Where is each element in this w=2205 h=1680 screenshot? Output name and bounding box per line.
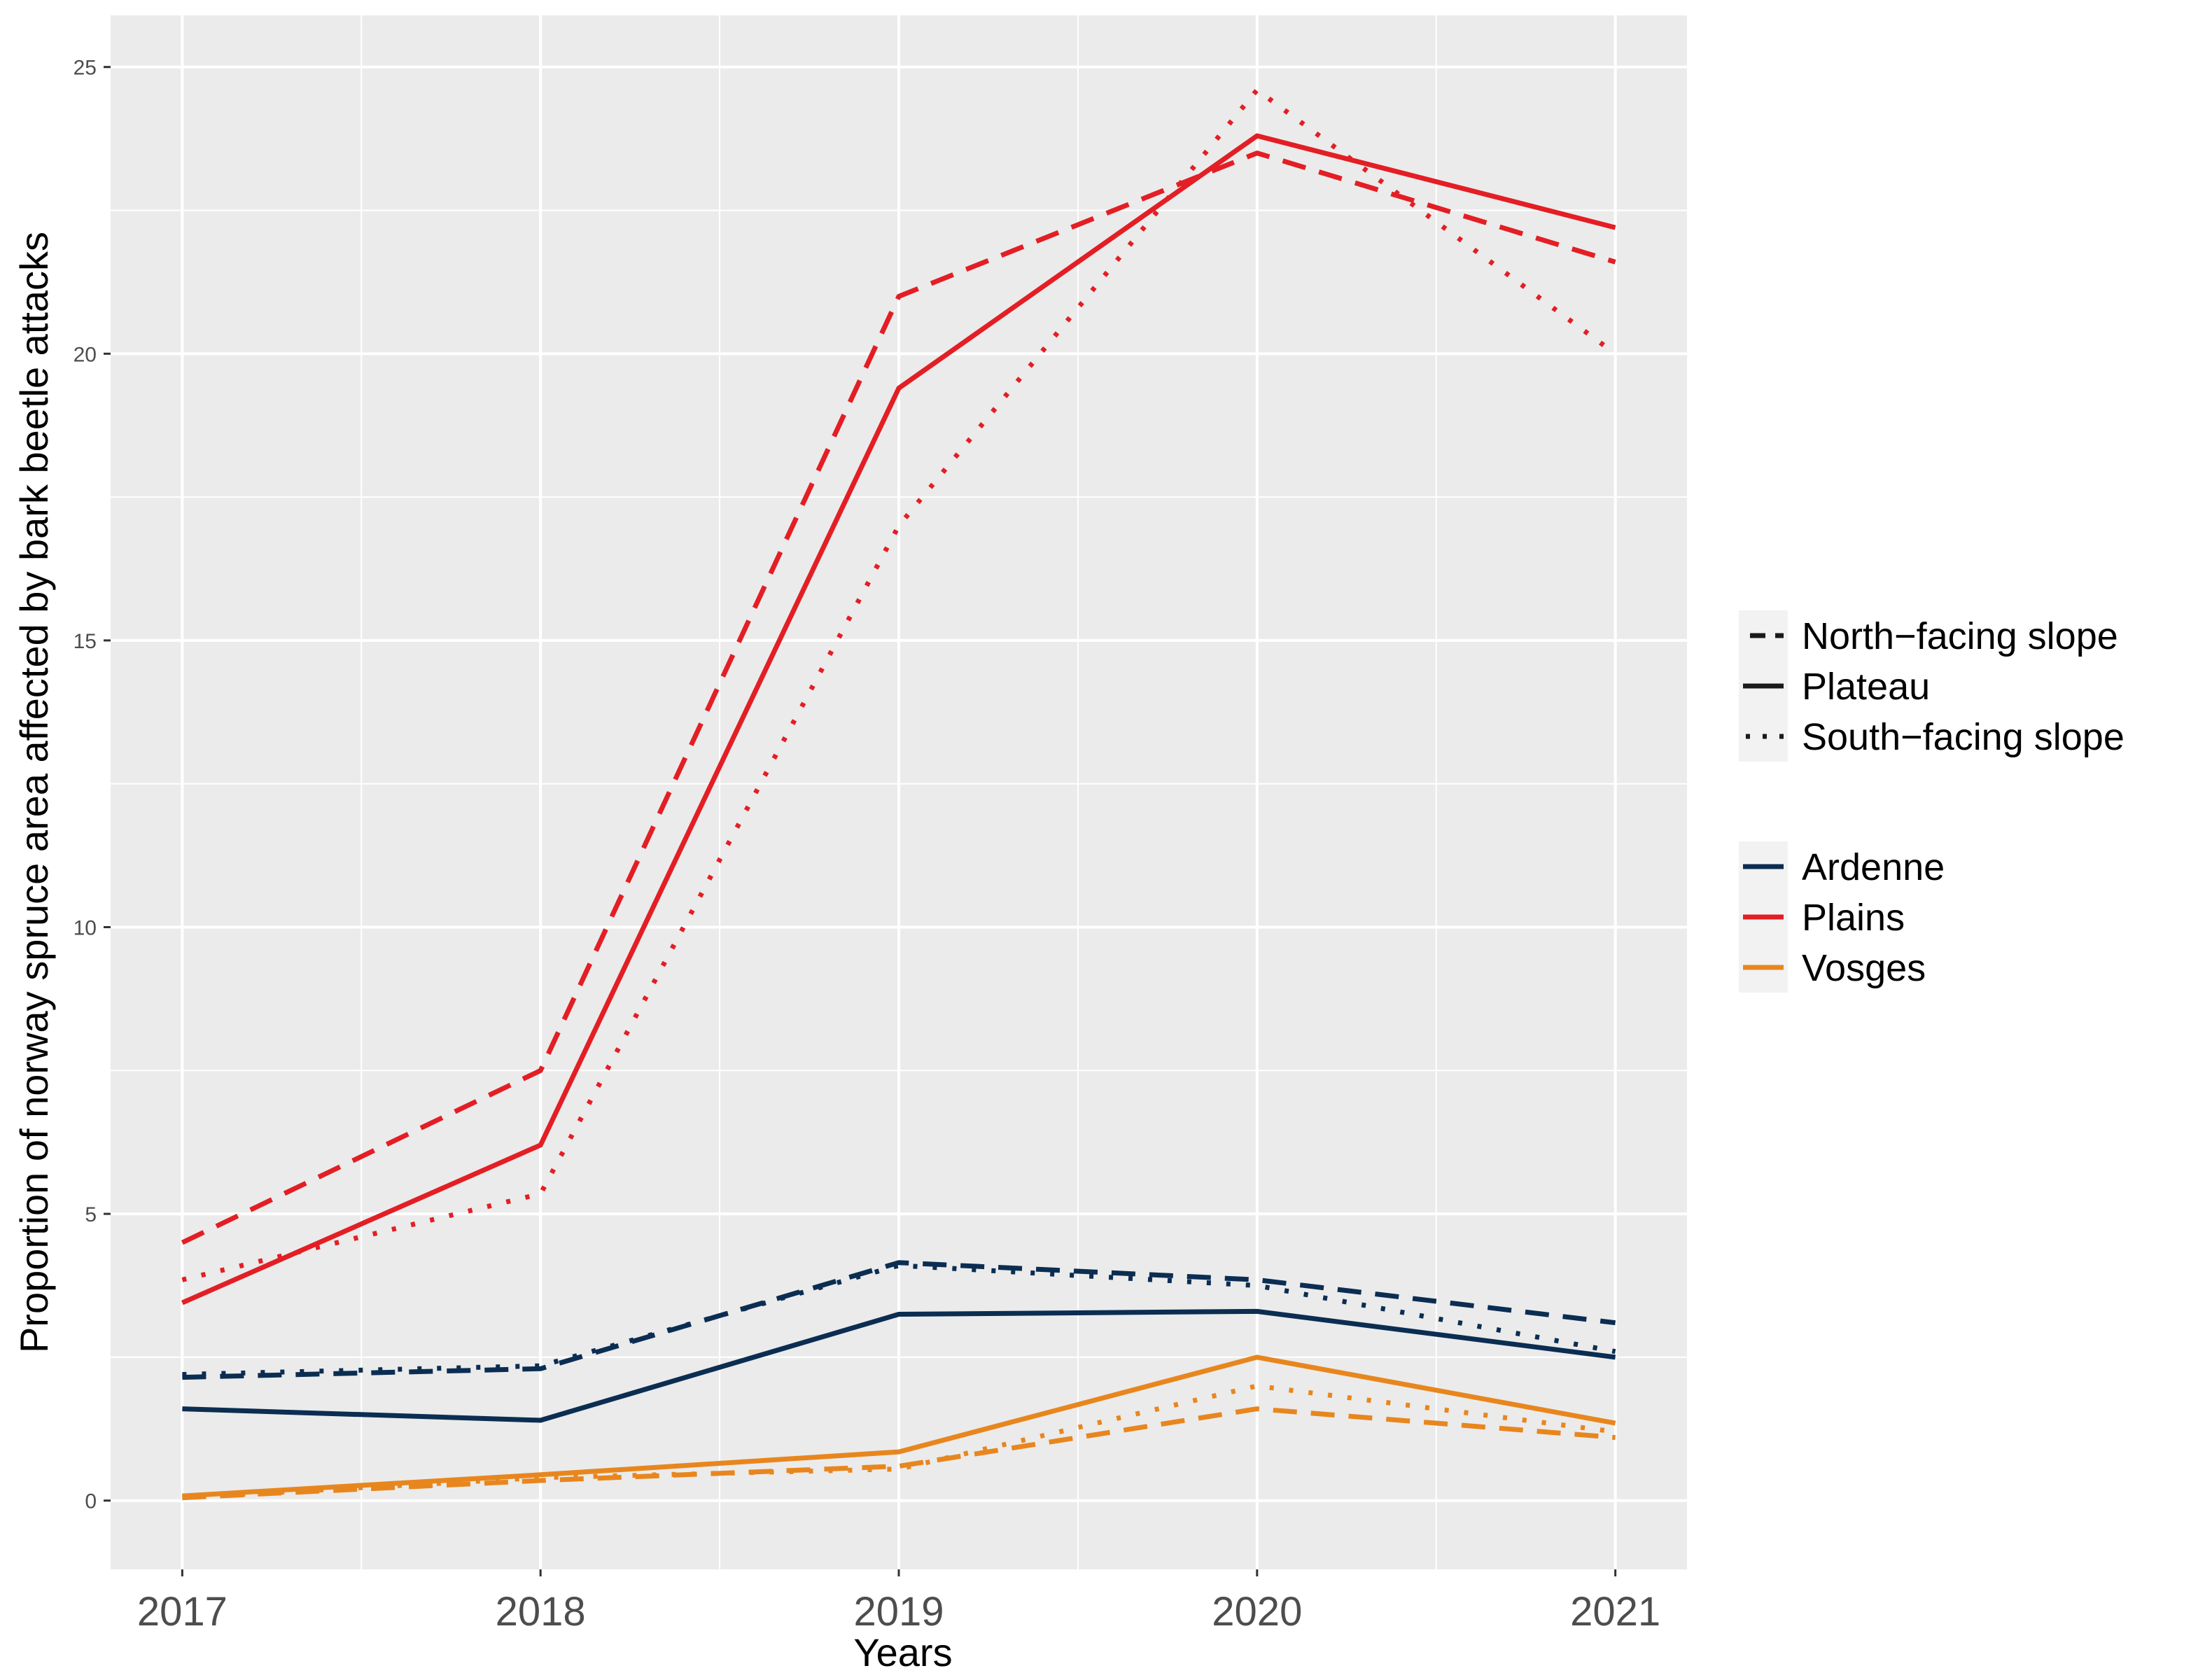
y-tick-label: 20	[74, 343, 97, 366]
series-line-ardenne-dashed	[182, 1260, 1616, 1380]
legend-label: Plains	[1802, 897, 1905, 939]
legend-label: North−facing slope	[1802, 615, 2118, 657]
x-tick-label: 2020	[1212, 1589, 1302, 1634]
y-tick-label: 5	[85, 1203, 97, 1226]
legend-label: Ardenne	[1802, 846, 1945, 888]
series-layer	[181, 88, 1617, 1501]
series-line-vosges-solid	[182, 1354, 1616, 1499]
legend-color: Ardenne Plains Vosges	[1739, 841, 1945, 993]
y-axis-title: Proportion of norway spruce area affecte…	[12, 232, 56, 1353]
x-tick-label: 2018	[496, 1589, 586, 1634]
legend-label: Vosges	[1802, 947, 1926, 989]
legend-label: South−facing slope	[1802, 716, 2124, 758]
series-line-ardenne-solid	[182, 1308, 1616, 1423]
series-line-plains-solid	[181, 133, 1616, 1306]
y-tick-label: 10	[74, 917, 97, 940]
y-axis: 0 5 10 15 20 25	[74, 57, 111, 1513]
x-tick-label: 2019	[853, 1589, 944, 1634]
series-line-ardenne-dotted	[182, 1263, 1616, 1377]
x-axis: 2017 2018 2019 2020 2021	[137, 1569, 1660, 1634]
y-tick-label: 0	[85, 1490, 97, 1513]
series-line-plains-dashed	[181, 150, 1616, 1245]
series-line-vosges-dotted	[182, 1383, 1616, 1501]
x-tick-label: 2021	[1570, 1589, 1660, 1634]
x-tick-label: 2017	[137, 1589, 227, 1634]
legend-label: Plateau	[1802, 666, 1930, 708]
legend-linetype: North−facing slope Plateau South−facing sl…	[1739, 610, 2124, 762]
y-tick-label: 25	[74, 57, 97, 80]
y-tick-label: 15	[74, 630, 97, 653]
x-axis-title: Years	[853, 1630, 952, 1674]
